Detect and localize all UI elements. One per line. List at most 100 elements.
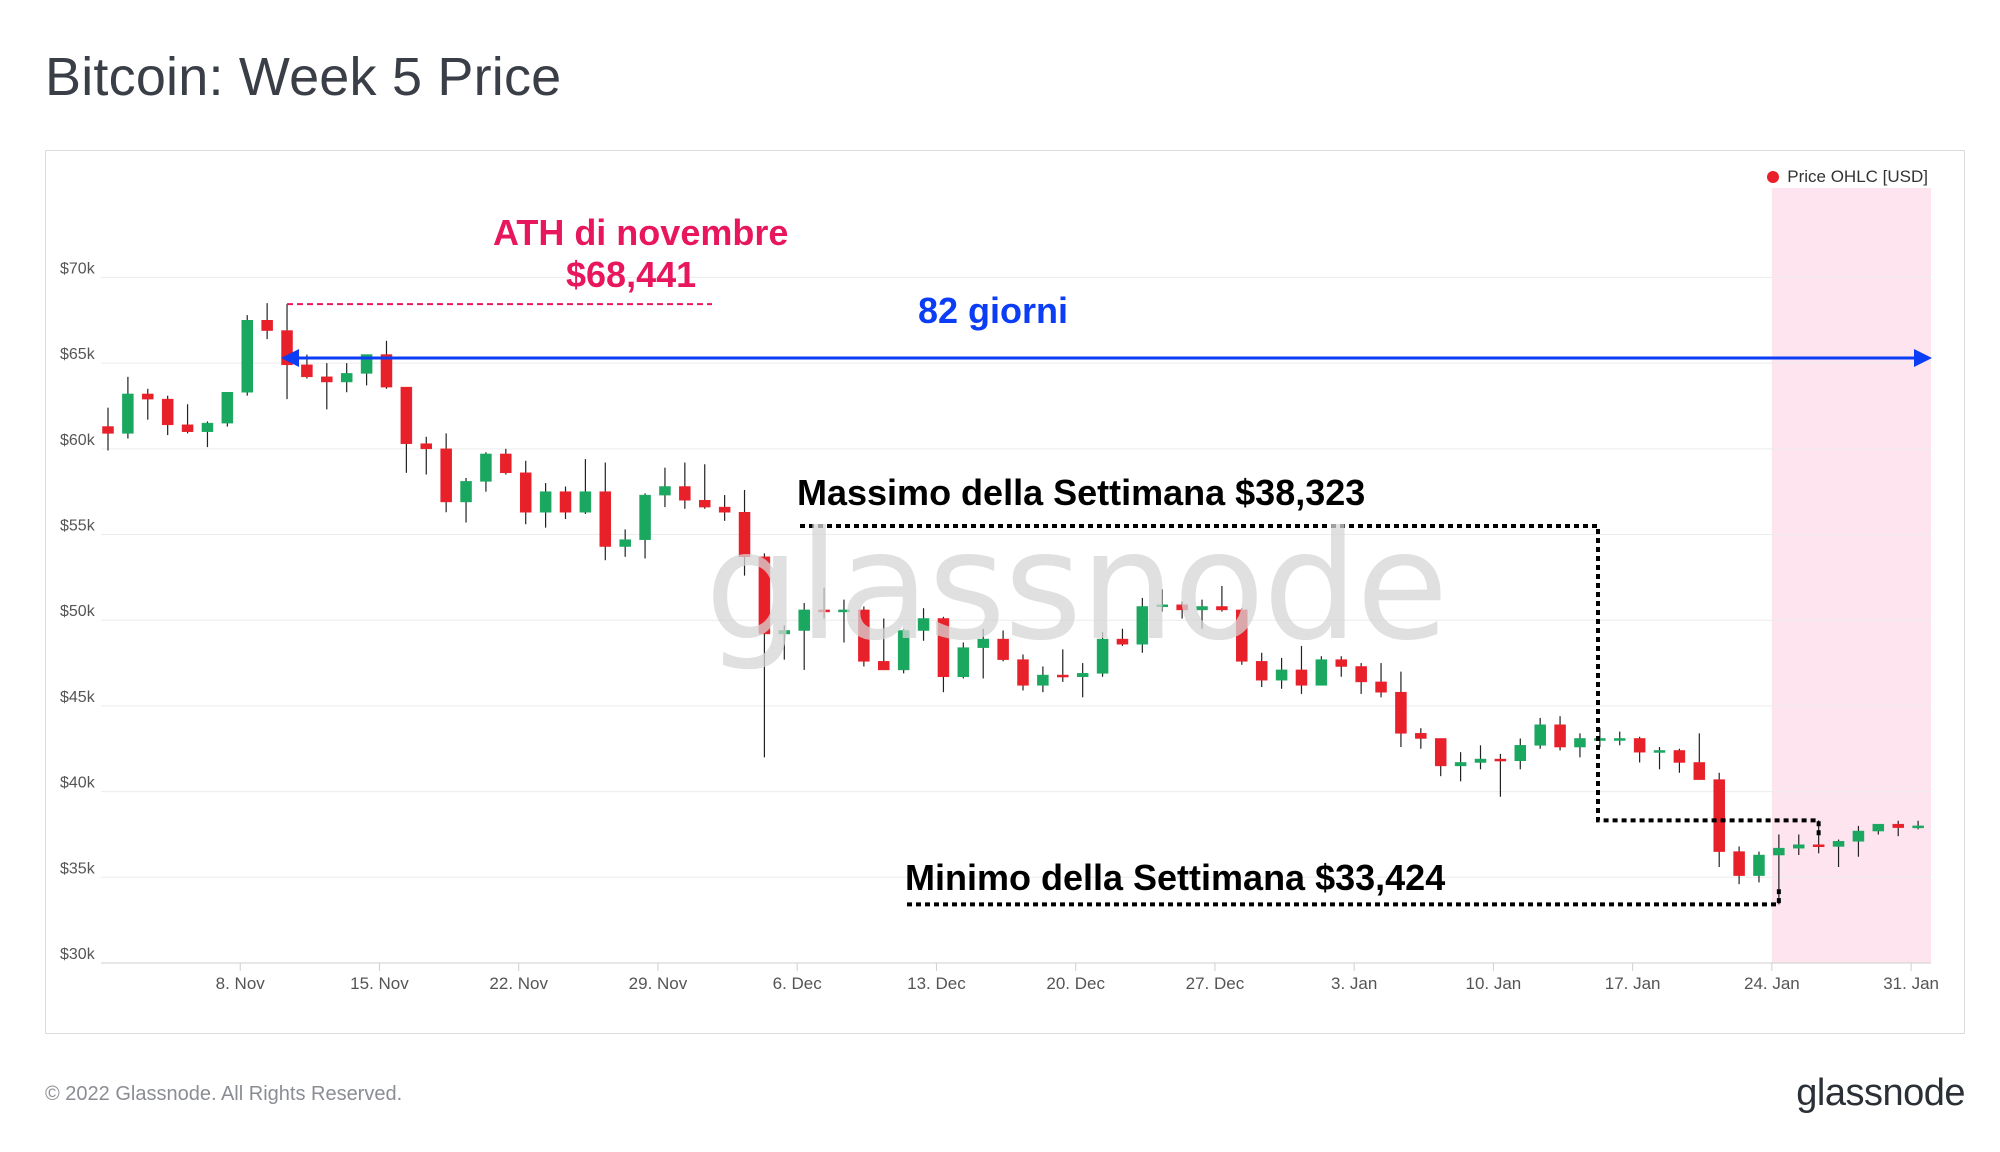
candle: [221, 392, 234, 427]
candle-body: [1633, 738, 1646, 753]
candle: [181, 404, 194, 434]
candle: [559, 486, 572, 520]
candle: [1236, 608, 1248, 665]
y-tick-label: $50k: [60, 603, 96, 620]
legend[interactable]: Price OHLC [USD]: [1767, 167, 1928, 187]
candle-body: [241, 320, 253, 393]
candle-body: [340, 373, 353, 383]
legend-label: Price OHLC [USD]: [1787, 167, 1928, 186]
candle: [380, 340, 393, 389]
x-tick-label: 15. Nov: [350, 974, 409, 993]
candle: [957, 642, 970, 679]
candle: [917, 608, 930, 641]
candle: [142, 388, 154, 420]
candle: [519, 460, 532, 525]
candle: [1633, 736, 1646, 763]
candle: [1017, 654, 1029, 691]
candle: [758, 553, 771, 758]
candle: [1454, 752, 1467, 782]
candle-body: [161, 398, 174, 426]
candle: [440, 433, 452, 513]
candle: [1693, 733, 1706, 780]
candle: [1375, 663, 1387, 698]
candle-body: [619, 539, 631, 547]
candle: [718, 495, 731, 521]
candle-body: [1116, 638, 1129, 645]
candle-body: [579, 491, 592, 513]
candle-body: [500, 453, 512, 474]
candle: [1395, 671, 1407, 748]
candle-body: [599, 491, 612, 547]
candle-body: [659, 486, 671, 496]
candle: [977, 628, 989, 679]
y-axis-labels: $30k $35k $40k $45k $50k $55k $60k $65k $70k: [60, 260, 96, 963]
candle: [679, 462, 691, 509]
candle-body: [778, 630, 791, 635]
y-tick-label: $45k: [60, 689, 96, 706]
candle: [738, 489, 751, 576]
candle-body: [897, 630, 910, 671]
candle: [619, 529, 631, 557]
x-axis-labels: 8. Nov 15. Nov 22. Nov 29. Nov 6. Dec 13. Dec…: [216, 963, 1939, 993]
page-title: Bitcoin: Week 5 Price: [45, 47, 562, 107]
candle-body: [1872, 823, 1885, 832]
candle: [1136, 597, 1149, 653]
candle-body: [1753, 854, 1765, 876]
y-tick-label: $55k: [60, 518, 96, 535]
candle-body: [1693, 762, 1706, 780]
candle-body: [1216, 606, 1228, 611]
grid-lines: [101, 276, 1931, 964]
candle: [1753, 851, 1765, 883]
candle-body: [1295, 669, 1308, 686]
candle: [340, 363, 353, 393]
candle: [1196, 599, 1208, 629]
week-low-dotted-line: [907, 889, 1781, 907]
chart-panel: $30k $35k $40k $45k $50k $55k $60k $65k $70k 8. …: [45, 150, 1965, 1034]
candle: [878, 618, 890, 671]
footer-logo[interactable]: glassnode: [1796, 1072, 1965, 1114]
candle-body: [1017, 659, 1029, 686]
candle-body: [758, 556, 771, 635]
candle: [659, 467, 671, 508]
candle: [1275, 657, 1288, 689]
candle: [599, 462, 612, 561]
candle-body: [1494, 758, 1507, 762]
candle-body: [1255, 661, 1268, 681]
candle-body: [181, 424, 194, 432]
candle: [1176, 601, 1188, 619]
candle-body: [1713, 779, 1725, 852]
candle-body: [1076, 673, 1089, 678]
candle-body: [1673, 750, 1686, 763]
candle: [1216, 585, 1228, 612]
arrow-right-head-icon: [1914, 348, 1932, 367]
candle-body: [1574, 738, 1586, 748]
candle-body: [281, 330, 293, 366]
candle: [897, 628, 910, 674]
x-tick-label: 10. Jan: [1466, 974, 1522, 993]
candle-body: [1773, 847, 1785, 856]
x-tick-label: 17. Jan: [1605, 974, 1661, 993]
candle: [400, 386, 413, 473]
annotation-lines: [281, 303, 1932, 907]
candle: [480, 452, 492, 492]
candle-body: [1156, 604, 1168, 608]
candle: [539, 483, 552, 528]
candle-body: [380, 354, 393, 388]
candle: [1653, 747, 1666, 770]
candle: [1832, 839, 1845, 868]
candle-body: [878, 661, 890, 671]
candle-body: [1812, 844, 1825, 847]
candle-body: [1315, 659, 1328, 686]
candle-body: [360, 354, 373, 374]
candle: [360, 354, 373, 386]
candle-body: [1415, 733, 1427, 739]
candle: [102, 407, 114, 451]
candle: [1096, 632, 1109, 677]
x-tick-label: 27. Dec: [1186, 974, 1245, 993]
candle: [1474, 745, 1487, 770]
y-tick-label: $65k: [60, 346, 96, 363]
x-tick-label: 6. Dec: [773, 974, 823, 993]
candle-body: [977, 638, 989, 648]
legend-dot-icon: [1767, 171, 1780, 183]
candle: [838, 599, 850, 643]
